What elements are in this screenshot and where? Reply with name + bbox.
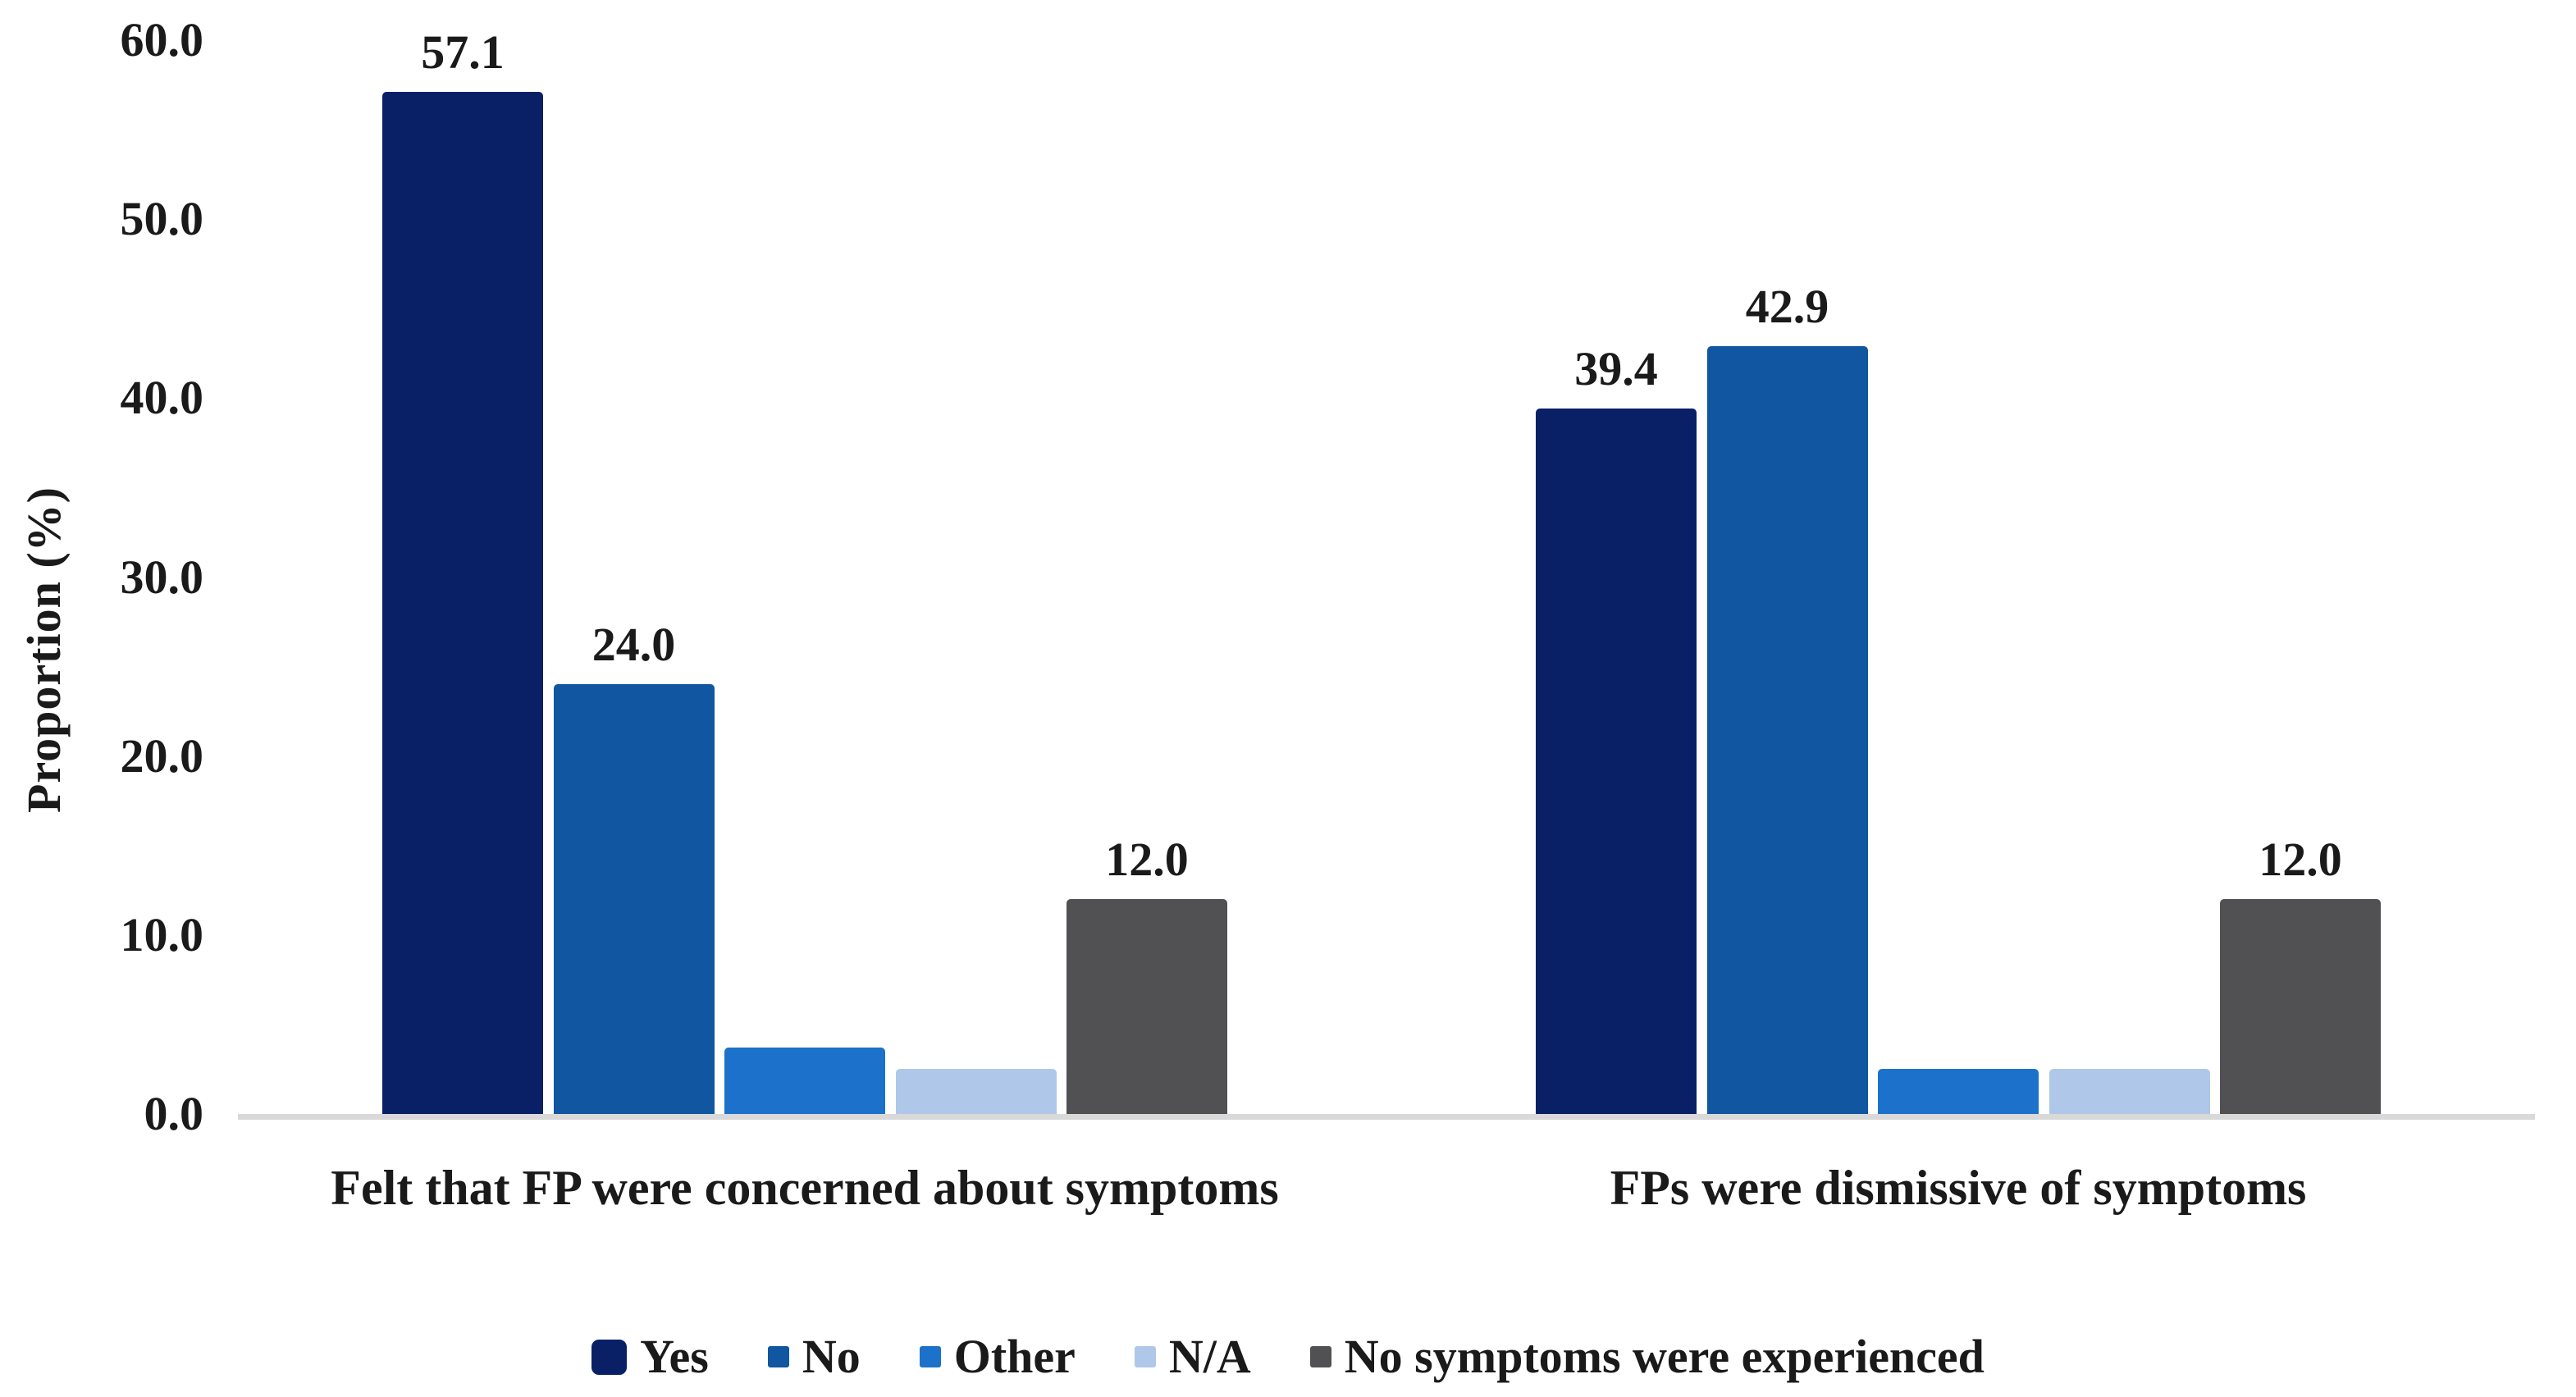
legend-label: Other bbox=[953, 1330, 1076, 1383]
y-tick-label: 10.0 bbox=[120, 907, 204, 961]
legend: Yes No Other N/A No symptoms were experience… bbox=[0, 1311, 2576, 1397]
bar-value-label: 24.0 bbox=[591, 618, 676, 672]
bar-no-group2 bbox=[1706, 346, 1868, 1114]
legend-label: No bbox=[802, 1330, 861, 1383]
bar-n-a-group2 bbox=[2048, 1069, 2210, 1114]
y-tick-label: 0.0 bbox=[144, 1087, 204, 1140]
x-axis-line bbox=[238, 1114, 2535, 1120]
y-tick-label: 40.0 bbox=[120, 371, 204, 425]
y-tick-label: 60.0 bbox=[120, 13, 204, 66]
bar-yes-group2 bbox=[1536, 409, 1697, 1114]
bar-value-label: 12.0 bbox=[1105, 833, 1189, 887]
bar-other-group2 bbox=[1878, 1069, 2039, 1114]
legend-label: N/A bbox=[1168, 1330, 1251, 1383]
y-tick-label: 30.0 bbox=[120, 550, 204, 604]
y-tick-label: 20.0 bbox=[120, 728, 204, 783]
legend-swatch-no-symptoms-were-experienced bbox=[1309, 1346, 1331, 1367]
legend-item-no-symptoms-were-experienced: No symptoms were experienced bbox=[1309, 1330, 1985, 1383]
legend-swatch-other bbox=[919, 1346, 941, 1367]
bar-other-group1 bbox=[724, 1048, 885, 1114]
bar-no-group1 bbox=[553, 684, 715, 1114]
legend-label: No symptoms were experienced bbox=[1344, 1330, 1985, 1383]
y-tick-label: 50.0 bbox=[120, 192, 204, 246]
legend-item-other: Other bbox=[919, 1330, 1076, 1383]
y-axis-title: Proportion (%) bbox=[17, 486, 71, 813]
bar-no-symptoms-were-experienced-group1 bbox=[1066, 899, 1227, 1114]
bar-value-label: 39.4 bbox=[1574, 342, 1658, 396]
legend-item-no: No bbox=[767, 1330, 861, 1383]
legend-item-n-a: N/A bbox=[1134, 1330, 1251, 1383]
legend-item-yes: Yes bbox=[591, 1331, 709, 1383]
bar-n-a-group1 bbox=[895, 1069, 1057, 1114]
bar-value-label: 57.1 bbox=[421, 25, 505, 80]
bar-no-symptoms-were-experienced-group2 bbox=[2220, 899, 2381, 1114]
bar-yes-group1 bbox=[382, 92, 543, 1114]
legend-swatch-no bbox=[767, 1346, 789, 1367]
x-category-label: Felt that FP were concerned about sympto… bbox=[331, 1161, 1279, 1215]
bar-value-label: 42.9 bbox=[1745, 280, 1829, 334]
x-category-label: FPs were dismissive of symptoms bbox=[1610, 1161, 2307, 1215]
legend-label: Yes bbox=[640, 1330, 709, 1383]
bar-value-label: 12.0 bbox=[2259, 833, 2342, 887]
legend-swatch-n-a bbox=[1134, 1346, 1156, 1367]
legend-swatch-yes bbox=[591, 1339, 628, 1375]
